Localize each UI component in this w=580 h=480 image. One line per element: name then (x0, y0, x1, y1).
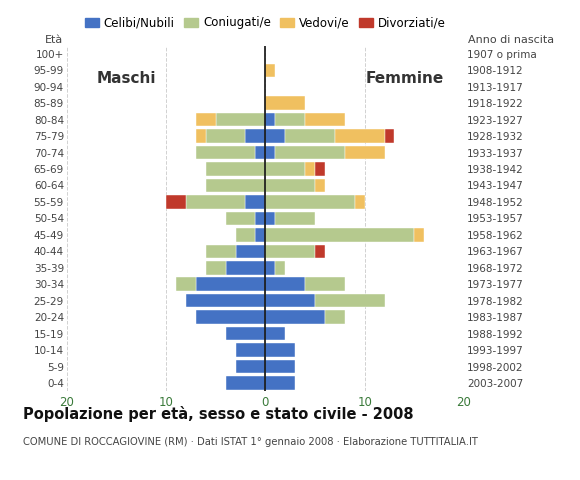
Bar (196, 146, 255, 159)
Bar (235, 245, 266, 258)
Bar (266, 195, 355, 209)
Bar (276, 113, 305, 126)
Bar (206, 130, 245, 143)
Text: Femmine: Femmine (365, 71, 444, 86)
Bar (255, 212, 266, 225)
Bar (206, 261, 226, 275)
Bar (186, 294, 266, 307)
Bar (245, 130, 266, 143)
Bar (325, 311, 345, 324)
Bar (315, 162, 325, 176)
Bar (276, 212, 315, 225)
Bar (226, 327, 266, 340)
Bar (266, 261, 275, 275)
Bar (196, 277, 266, 291)
Bar (235, 228, 255, 241)
Bar (196, 130, 206, 143)
Bar (266, 343, 295, 357)
Bar (266, 179, 315, 192)
Bar (315, 179, 325, 192)
Bar (276, 146, 345, 159)
Bar (186, 195, 245, 209)
Bar (266, 212, 275, 225)
Bar (266, 96, 305, 110)
Bar (266, 113, 275, 126)
Bar (166, 195, 186, 209)
Bar (305, 162, 315, 176)
Bar (226, 212, 255, 225)
Bar (196, 113, 216, 126)
Bar (206, 179, 266, 192)
Bar (266, 311, 325, 324)
Bar (266, 130, 285, 143)
Bar (305, 277, 345, 291)
Bar (266, 277, 305, 291)
Bar (216, 113, 266, 126)
Bar (255, 228, 266, 241)
Text: Popolazione per età, sesso e stato civile - 2008: Popolazione per età, sesso e stato civil… (23, 406, 414, 421)
Bar (266, 162, 305, 176)
Bar (266, 228, 414, 241)
Bar (235, 343, 266, 357)
Bar (315, 245, 325, 258)
Bar (285, 130, 335, 143)
Bar (206, 245, 235, 258)
Bar (226, 261, 266, 275)
Text: Età: Età (45, 35, 63, 45)
Text: Maschi: Maschi (96, 71, 156, 86)
Bar (276, 261, 285, 275)
Bar (315, 294, 385, 307)
Bar (266, 376, 295, 390)
Bar (255, 146, 266, 159)
Bar (355, 195, 365, 209)
Bar (266, 63, 275, 77)
Bar (245, 195, 266, 209)
Bar (226, 376, 266, 390)
Bar (196, 311, 266, 324)
Bar (266, 146, 275, 159)
Legend: Celibi/Nubili, Coniugati/e, Vedovi/e, Divorziati/e: Celibi/Nubili, Coniugati/e, Vedovi/e, Di… (80, 12, 451, 34)
Bar (266, 245, 315, 258)
Text: COMUNE DI ROCCAGIOVINE (RM) · Dati ISTAT 1° gennaio 2008 · Elaborazione TUTTITAL: COMUNE DI ROCCAGIOVINE (RM) · Dati ISTAT… (23, 437, 478, 447)
Bar (305, 113, 345, 126)
Bar (414, 228, 425, 241)
Bar (266, 294, 315, 307)
Bar (266, 327, 285, 340)
Bar (345, 146, 385, 159)
Bar (335, 130, 385, 143)
Bar (206, 162, 266, 176)
Bar (235, 360, 266, 373)
Bar (266, 360, 295, 373)
Text: Anno di nascita: Anno di nascita (468, 35, 554, 45)
Bar (176, 277, 196, 291)
Bar (385, 130, 394, 143)
